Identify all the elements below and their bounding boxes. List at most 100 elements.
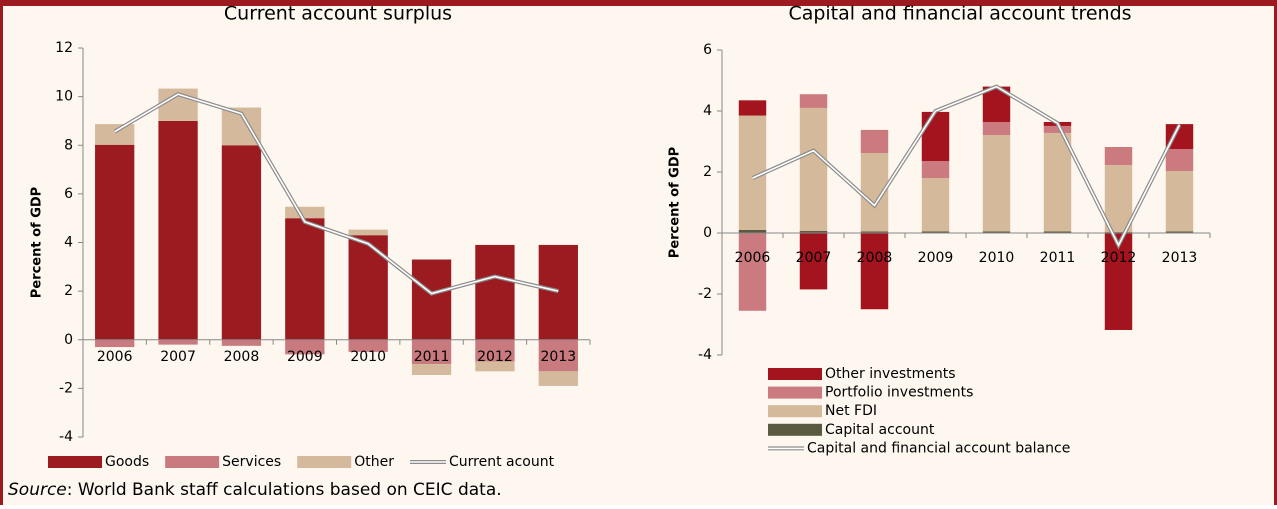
bar-segment [95, 124, 135, 145]
bar-segment [475, 361, 515, 372]
y-tick-label: 12 [55, 40, 73, 56]
bar-segment [411, 259, 452, 340]
x-tick-label: 2010 [350, 349, 386, 365]
bar-segment [411, 339, 452, 365]
legend-swatch [768, 405, 822, 418]
source-label: Source [8, 480, 67, 500]
legend-swatch [297, 456, 352, 468]
y-tick-label: 4 [703, 103, 712, 119]
x-tick-label: 2011 [1040, 250, 1076, 266]
x-tick-label: 2007 [160, 349, 196, 365]
y-tick-label: 6 [703, 42, 712, 58]
y-tick-label: 4 [64, 235, 73, 251]
x-tick-label: 2008 [224, 349, 260, 365]
legend-label: Portfolio investments [825, 385, 973, 401]
source-text: : World Bank staff calculations based on… [67, 480, 502, 500]
bar-segment [221, 145, 262, 340]
y-tick-label: -4 [59, 429, 73, 445]
x-tick-label: 2012 [477, 349, 513, 365]
bar-segment [799, 233, 828, 290]
bar-segment [1043, 125, 1072, 133]
x-tick-label: 2006 [735, 250, 771, 266]
bar-segment [538, 339, 578, 372]
y-tick-label: 8 [64, 137, 73, 153]
line-series-inner [114, 93, 559, 295]
bar-segment [738, 100, 767, 116]
bar-segment [982, 121, 1011, 136]
legend-label: Capital account [825, 422, 935, 438]
left-border [0, 0, 3, 505]
bar-segment [411, 364, 452, 376]
x-tick-label: 2006 [97, 349, 133, 365]
source-note: Source: World Bank staff calculations ba… [8, 480, 502, 500]
chart-title: Current account surplus [224, 3, 452, 25]
y-axis-label: Percent of GDP [668, 147, 683, 258]
x-tick-label: 2013 [540, 349, 576, 365]
top-border [0, 0, 1277, 6]
bar-segment [348, 339, 388, 352]
legend-swatch [768, 386, 822, 399]
y-tick-label: 6 [64, 186, 73, 202]
y-tick-label: 10 [55, 89, 73, 105]
bar-segment [738, 229, 767, 233]
legend-label: Capital and financial account balance [807, 440, 1070, 456]
bar-segment [982, 231, 1011, 233]
bar-segment [799, 230, 828, 233]
line-series-inner [752, 85, 1181, 247]
bar-segment [348, 229, 388, 236]
bar-segment [1165, 171, 1194, 232]
legend-swatch [768, 423, 822, 436]
legend-swatch [768, 368, 822, 380]
x-tick-label: 2008 [857, 250, 893, 266]
y-axis-label: Percent of GDP [30, 187, 45, 298]
y-tick-label: 0 [703, 225, 712, 241]
x-tick-label: 2009 [918, 250, 954, 266]
bar-segment [538, 244, 578, 340]
legend-label: Net FDI [825, 403, 877, 419]
bar-segment [158, 120, 198, 340]
x-tick-label: 2011 [414, 349, 450, 365]
legend-label: Services [222, 454, 281, 470]
y-tick-label: -2 [698, 286, 712, 302]
bar-segment [475, 339, 515, 362]
legend-label: Other investments [825, 366, 956, 382]
y-tick-label: -2 [59, 380, 73, 396]
x-tick-label: 2013 [1162, 250, 1198, 266]
y-tick-label: -4 [698, 347, 712, 363]
legend-swatch [48, 456, 102, 468]
legend-label: Current acount [449, 454, 555, 470]
bar-segment [1043, 132, 1072, 232]
bar-segment [982, 135, 1011, 232]
x-tick-label: 2012 [1101, 250, 1137, 266]
bar-segment [1165, 149, 1194, 172]
right-border [1274, 0, 1277, 505]
legend-label: Other [354, 454, 394, 470]
y-tick-label: 0 [64, 332, 73, 348]
bar-segment [221, 339, 262, 346]
bar-segment [285, 206, 325, 219]
x-tick-label: 2009 [287, 349, 323, 365]
bar-segment [799, 94, 828, 108]
bar-segment [921, 178, 950, 232]
x-tick-label: 2007 [796, 250, 832, 266]
bar-segment [860, 231, 889, 233]
y-tick-label: 2 [703, 164, 712, 180]
bar-segment [95, 339, 135, 348]
bar-segment [475, 244, 515, 340]
bar-segment [1104, 146, 1133, 165]
bar-segment [860, 233, 889, 310]
bar-segment [860, 129, 889, 154]
bar-segment [95, 144, 135, 340]
bar-segment [285, 218, 325, 340]
bar-segment [921, 231, 950, 233]
x-tick-label: 2010 [979, 250, 1015, 266]
bar-segment [348, 235, 388, 340]
bar-segment [738, 233, 767, 311]
bar-segment [158, 339, 198, 345]
bar-segment [921, 161, 950, 179]
bar-segment [799, 107, 828, 231]
bar-segment [1104, 164, 1133, 233]
